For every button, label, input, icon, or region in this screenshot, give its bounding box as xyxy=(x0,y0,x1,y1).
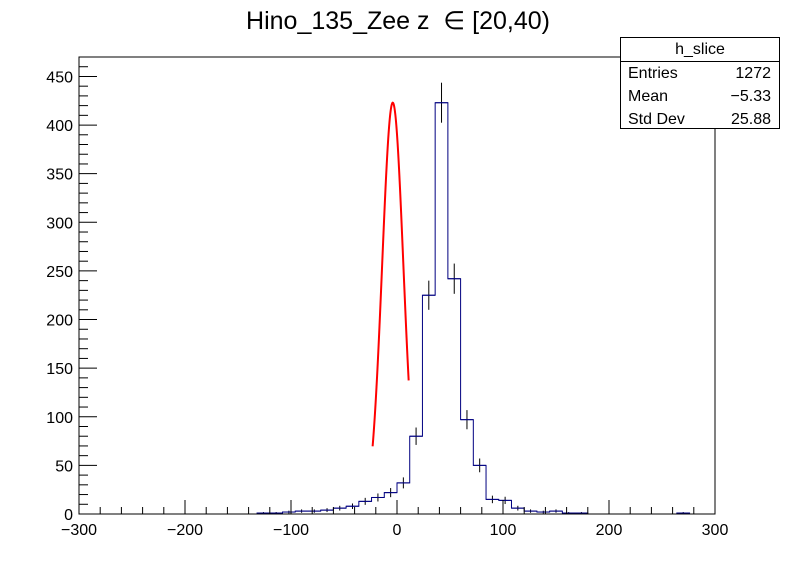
x-tick-label: 0 xyxy=(393,522,402,539)
y-tick-label: 150 xyxy=(46,361,73,378)
y-tick-label: 350 xyxy=(46,167,73,184)
stats-row-mean: Mean −5.33 xyxy=(621,85,779,108)
y-axis: 0 50 100 150 200 250 300 350 400 450 xyxy=(46,56,97,524)
x-axis: −300 −200 −100 0 100 200 300 xyxy=(61,500,728,539)
y-tick-label: 0 xyxy=(64,507,73,524)
y-tick-label: 250 xyxy=(46,264,73,281)
chart-title: Hino_135_Zee z ∈ [20,40) xyxy=(246,7,550,35)
x-tick-label: −100 xyxy=(273,522,309,539)
stats-std-label: Std Dev xyxy=(628,111,685,128)
histogram-outline xyxy=(79,102,715,515)
stats-row-std: Std Dev 25.88 xyxy=(621,108,779,131)
stats-box: h_slice Entries 1272 Mean −5.33 Std Dev … xyxy=(620,37,780,129)
stats-std-value: 25.88 xyxy=(730,111,771,128)
y-tick-label: 100 xyxy=(46,410,73,427)
stats-mean-label: Mean xyxy=(628,88,669,105)
y-tick-label: 300 xyxy=(46,215,73,232)
stats-entries-label: Entries xyxy=(628,65,678,82)
histogram-series xyxy=(79,102,715,515)
stats-row-entries: Entries 1272 xyxy=(621,62,779,85)
fit-curve xyxy=(371,101,410,447)
y-tick-label: 400 xyxy=(46,118,73,135)
fit-curve-group xyxy=(371,101,410,447)
x-tick-label: 300 xyxy=(702,522,729,539)
x-tick-label: −300 xyxy=(61,522,97,539)
stats-entries-value: 1272 xyxy=(735,65,771,82)
stats-mean-value: −5.33 xyxy=(730,88,771,105)
y-tick-label: 50 xyxy=(55,458,73,475)
x-tick-label: 200 xyxy=(596,522,623,539)
y-tick-label: 200 xyxy=(46,313,73,330)
y-tick-label: 450 xyxy=(46,69,73,86)
stats-title: h_slice xyxy=(621,38,779,62)
x-tick-label: −200 xyxy=(167,522,203,539)
x-tick-label: 100 xyxy=(490,522,517,539)
